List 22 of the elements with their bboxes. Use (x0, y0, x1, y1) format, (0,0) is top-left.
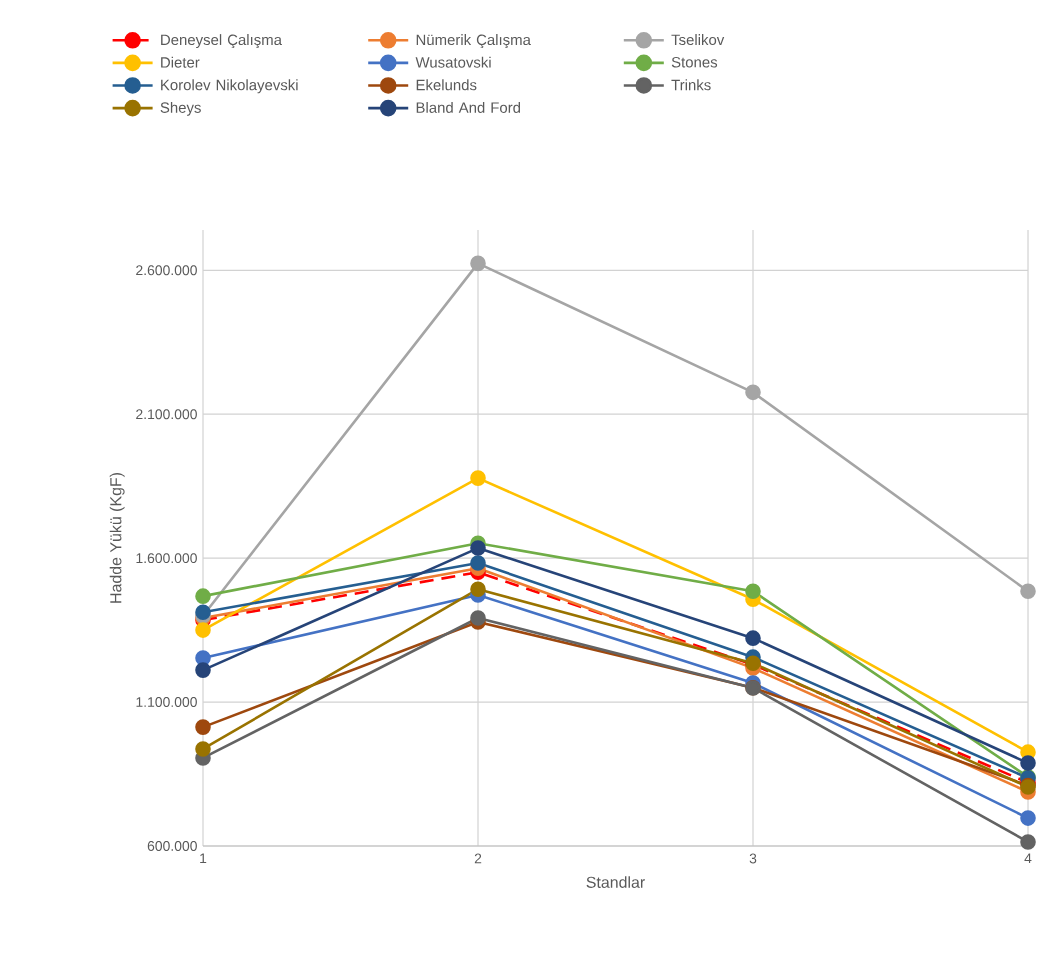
y-tick-label: 1.600.000 (136, 553, 197, 564)
x-axis-title: Standlar (586, 876, 645, 888)
legend-label: Deneysel Çalışma (161, 34, 282, 49)
legend-label: Stones (671, 56, 718, 68)
y-tick-label: 2.600.000 (136, 265, 197, 276)
legend-label: Sheys (160, 101, 201, 116)
legend-label: Dieter (161, 56, 200, 68)
legend-label: Wusatovski (415, 56, 491, 68)
legend-label: Bland And Ford (416, 101, 521, 113)
x-tick-label: 2 (474, 853, 482, 864)
x-tick-label: 1 (200, 853, 207, 864)
y-tick-label: 2.100.000 (136, 409, 197, 420)
legend-label: Ekelunds (416, 79, 477, 91)
x-tick-label: 3 (749, 853, 757, 864)
legend-label: Trinks (671, 79, 711, 91)
y-axis-title: Hadde Yükü (KgF) (109, 473, 125, 603)
legend-label: Korolev Nikolayevski (161, 79, 298, 94)
x-tick-label: 4 (1024, 853, 1032, 864)
legend-label: Nümerik Çalışma (416, 34, 531, 49)
legend-label: Tselikov (671, 34, 725, 46)
y-tick-label: 600.000 (147, 841, 197, 851)
y-tick-label: 1.100.000 (136, 697, 197, 708)
